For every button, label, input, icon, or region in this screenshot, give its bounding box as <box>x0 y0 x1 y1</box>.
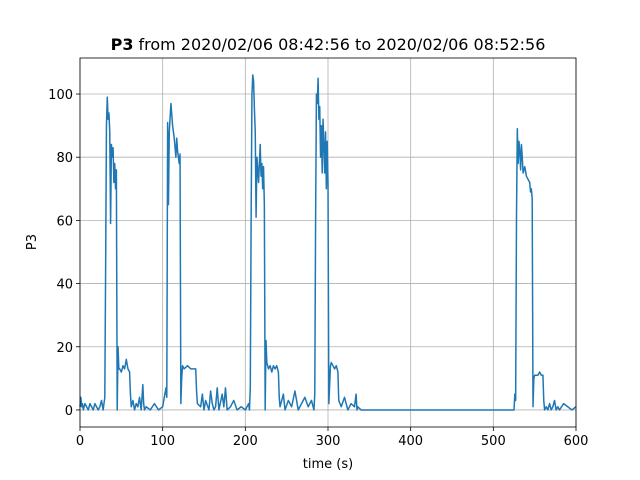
y-tick-label: 100 <box>48 88 73 103</box>
x-tick-label: 500 <box>481 434 506 449</box>
title-rest: from 2020/02/06 08:42:56 to 2020/02/06 0… <box>138 35 545 54</box>
y-tick-label: 0 <box>65 404 73 419</box>
title-bold: P3 <box>111 35 134 54</box>
x-tick-label: 100 <box>150 434 175 449</box>
x-tick-label: 300 <box>316 434 341 449</box>
y-tick-label: 60 <box>56 214 73 229</box>
x-tick-label: 0 <box>76 434 84 449</box>
x-tick-label: 600 <box>564 434 589 449</box>
x-tick-label: 400 <box>398 434 423 449</box>
y-tick-label: 80 <box>56 151 73 166</box>
y-axis-label: P3 <box>25 234 40 250</box>
series-line <box>79 74 577 411</box>
x-tick-label: 200 <box>233 434 258 449</box>
y-tick-label: 40 <box>56 278 73 293</box>
y-tick-label: 20 <box>56 341 73 356</box>
plot-frame <box>79 57 577 428</box>
chart-title: P3 from 2020/02/06 08:42:56 to 2020/02/06… <box>111 35 546 54</box>
x-axis-label: time (s) <box>303 457 353 472</box>
